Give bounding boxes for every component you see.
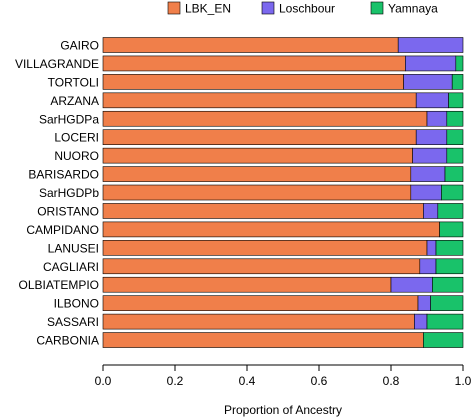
bar-segment-lbk-en [102,332,424,348]
bar-segment-lbk-en [102,166,412,182]
bar-segment-loschbour [415,129,448,145]
x-axis: 0.0 0.2 0.4 0.6 0.8 1.0 [95,364,472,388]
category-labels: GAIRO VILLAGRANDE TORTOLI ARZANA SarHGDPa LOC… [15,39,99,348]
x-tick-label: 0.8 [383,374,400,388]
legend-label: Loschbour [279,2,335,16]
legend-swatch [167,1,181,15]
x-tick-label: 1.0 [455,374,472,388]
category-label: CAMPIDANO [26,223,99,237]
bar-segment-loschbour [397,37,464,53]
bar-segment-loschbour [426,110,448,127]
bar-segment-yamnaya [423,332,464,348]
category-label: SarHGDPa [39,112,99,126]
category-label: CARBONIA [36,334,99,348]
category-label: CAGLIARI [43,260,99,274]
bar-segment-yamnaya [455,55,464,72]
x-tick-label: 0.6 [311,374,328,388]
bar-segment-loschbour [412,147,448,164]
category-label: TORTOLI [48,75,99,89]
legend: LBK_EN Loschbour Yamnaya [167,1,438,16]
category-label: VILLAGRANDE [15,57,99,71]
legend-label: Yamnaya [388,2,438,16]
x-tick-label: 0.4 [239,374,256,388]
bar-segment-lbk-en [102,221,440,238]
bar-segment-yamnaya [435,258,464,275]
bar-segment-yamnaya [451,74,464,90]
category-label: LOCERI [54,131,99,145]
bar-segment-yamnaya [441,184,464,201]
bar-segment-yamnaya [435,240,464,256]
bar-segment-lbk-en [102,110,428,127]
bar-segment-lbk-en [102,258,421,275]
bar-segment-yamnaya [432,276,464,293]
bar-segment-loschbour [410,184,442,201]
bar-segment-yamnaya [446,147,464,164]
bar-segment-lbk-en [102,313,415,330]
bar-segment-lbk-en [102,55,406,72]
bar-segment-lbk-en [102,184,412,201]
category-label: ARZANA [50,94,99,108]
x-tick-label: 0.0 [95,374,112,388]
bar-segment-lbk-en [102,240,428,256]
bar-segment-lbk-en [102,203,424,219]
bar-segment-lbk-en [102,147,413,164]
bar-segment-yamnaya [446,129,464,145]
bar-segment-loschbour [390,276,433,293]
bar-segment-loschbour [410,166,446,182]
category-label: NUORO [54,149,99,163]
bar-segment-yamnaya [426,313,464,330]
bar-segment-lbk-en [102,295,419,311]
bar-segment-lbk-en [102,74,404,90]
bar-segment-loschbour [403,74,453,90]
legend-label: LBK_EN [185,2,231,16]
bar-segment-loschbour [417,295,431,311]
bar-segment-loschbour [419,258,437,275]
bar-segment-loschbour [423,203,439,219]
bar-segment-yamnaya [446,110,464,127]
category-label: GAIRO [60,39,99,53]
category-label: LANUSEI [48,241,99,255]
category-label: ILBONO [54,297,99,311]
category-label: BARISARDO [28,168,99,182]
x-axis-label: Proportion of Ancestry [224,403,342,417]
legend-swatch [261,1,275,15]
category-label: SarHGDPb [39,186,99,200]
bar-segment-loschbour [405,55,457,72]
x-tick-label: 0.2 [167,374,184,388]
legend-swatch [370,1,384,15]
bar-segment-lbk-en [102,276,392,293]
category-label: ORISTANO [37,204,99,218]
bar-segment-loschbour [426,240,437,256]
bar-segment-yamnaya [437,203,464,219]
category-label: SASSARI [47,315,99,329]
bars [102,37,464,348]
bar-segment-lbk-en [102,129,417,145]
bar-segment-yamnaya [448,92,464,109]
bar-segment-yamnaya [430,295,464,311]
bar-segment-lbk-en [102,37,399,53]
bar-segment-loschbour [414,313,428,330]
category-label: OLBIATEMPIO [19,278,99,292]
bar-segment-lbk-en [102,92,417,109]
bar-segment-yamnaya [444,166,464,182]
bar-segment-loschbour [415,92,449,109]
bar-segment-yamnaya [439,221,464,238]
